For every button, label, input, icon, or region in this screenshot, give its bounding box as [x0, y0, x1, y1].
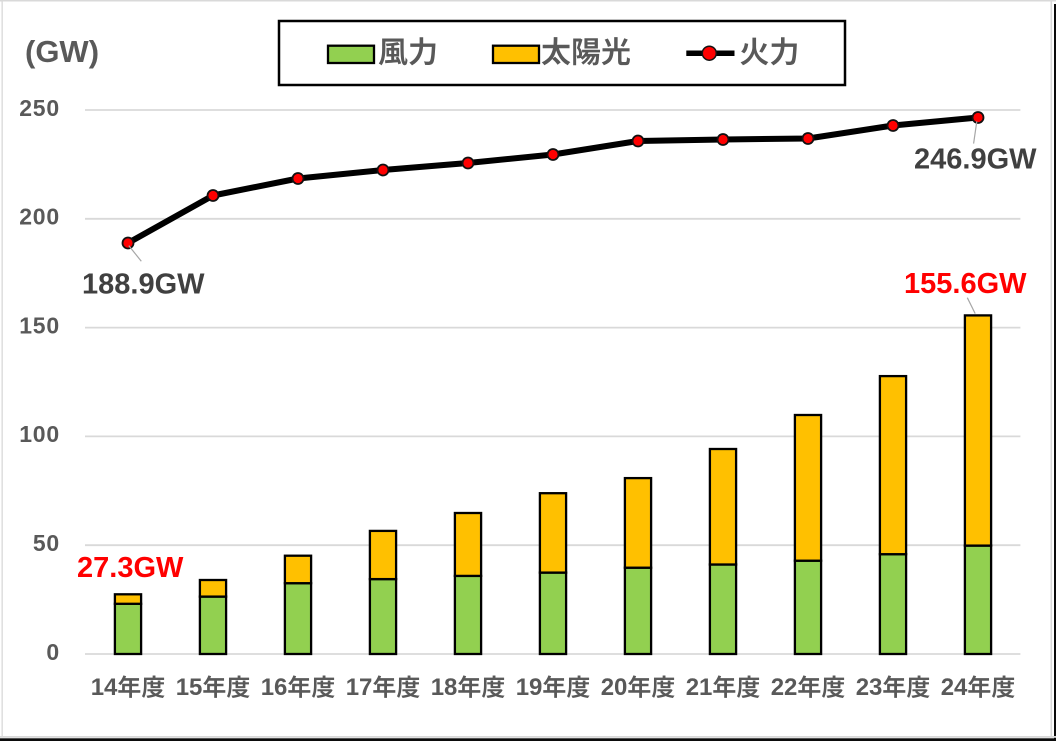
svg-text:22: 22: [771, 674, 798, 701]
svg-text:18: 18: [431, 674, 458, 701]
svg-text:188.9GW: 188.9GW: [82, 269, 205, 301]
svg-text:23: 23: [856, 674, 883, 701]
svg-text:21: 21: [686, 674, 713, 701]
svg-text:20: 20: [601, 674, 628, 701]
svg-text:19: 19: [516, 674, 543, 701]
svg-text:246.9GW: 246.9GW: [914, 143, 1037, 175]
svg-text:150: 150: [19, 312, 60, 338]
svg-text:27.3GW: 27.3GW: [77, 552, 184, 584]
svg-text:17: 17: [346, 674, 373, 701]
svg-text:200: 200: [19, 204, 60, 230]
svg-text:155.6GW: 155.6GW: [904, 268, 1027, 300]
svg-text:(GW): (GW): [25, 34, 99, 69]
svg-text:0: 0: [46, 639, 60, 665]
svg-text:24: 24: [941, 674, 968, 701]
svg-text:100: 100: [19, 421, 60, 447]
svg-text:250: 250: [19, 95, 60, 121]
svg-text:50: 50: [33, 530, 60, 556]
svg-text:16: 16: [261, 674, 288, 701]
svg-text:15: 15: [176, 674, 203, 701]
svg-text:14: 14: [91, 674, 118, 701]
